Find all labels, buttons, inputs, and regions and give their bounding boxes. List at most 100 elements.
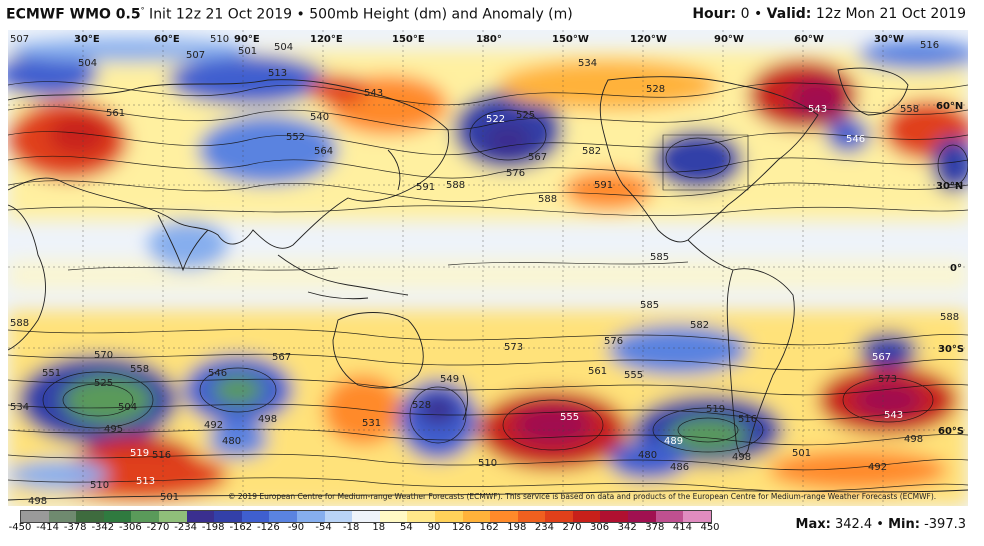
contour-label: 507 bbox=[10, 34, 29, 45]
contour-label: 528 bbox=[646, 84, 665, 95]
contour-label: 510 bbox=[210, 34, 229, 45]
colorbar-tick-label: -90 bbox=[287, 522, 305, 533]
contour-label: 591 bbox=[416, 182, 435, 193]
contour-label: 498 bbox=[732, 452, 751, 463]
contour-label: 534 bbox=[578, 58, 597, 69]
contour-label: 546 bbox=[846, 134, 865, 145]
contour-label: 507 bbox=[186, 50, 205, 61]
colorbar-segment bbox=[296, 511, 325, 522]
colorbar-tick-label: 234 bbox=[534, 522, 554, 533]
contour-label: 498 bbox=[28, 496, 47, 506]
contour-label: 543 bbox=[884, 410, 903, 421]
contour-label: 582 bbox=[582, 146, 601, 157]
contour-labels: 507 504 507 510 501 504 513 534 543 540 … bbox=[10, 34, 959, 506]
min-label: Min: bbox=[888, 517, 920, 532]
contour-label: 567 bbox=[272, 352, 291, 363]
colorbar-tick-label: 54 bbox=[400, 522, 413, 533]
contour-label: 480 bbox=[222, 436, 241, 447]
contour-label: 588 bbox=[446, 180, 465, 191]
contour-label: 495 bbox=[104, 424, 123, 435]
colorbar-ticks: -450 -414 -378 -342 -306 -270 -234 -198 -162 -126… bbox=[8, 522, 720, 536]
contour-label: 498 bbox=[258, 414, 277, 425]
colorbar-segment bbox=[407, 511, 435, 522]
contour-label: 558 bbox=[130, 364, 149, 375]
colorbar-segment bbox=[214, 511, 242, 522]
contour-label: 555 bbox=[624, 370, 643, 381]
colorbar-tick-label: -162 bbox=[229, 522, 253, 533]
colorbar-segment bbox=[379, 511, 408, 522]
contour-label: 510 bbox=[90, 480, 109, 491]
contour-label: 561 bbox=[106, 108, 125, 119]
contour-label: 510 bbox=[478, 458, 497, 469]
colorbar-segment bbox=[158, 511, 187, 522]
contour-label: 567 bbox=[872, 352, 891, 363]
model-name: ECMWF WMO 0.5 bbox=[6, 6, 141, 23]
graticule bbox=[8, 30, 968, 506]
colorbar-tick-label: -126 bbox=[257, 522, 280, 533]
contour-label: 492 bbox=[204, 420, 223, 431]
contour-label: 570 bbox=[94, 350, 113, 361]
colorbar-segment bbox=[352, 511, 380, 522]
contour-label: 543 bbox=[364, 88, 383, 99]
height-contours bbox=[8, 81, 968, 492]
colorbar-tick-label: 126 bbox=[452, 522, 472, 533]
lon-label: 30°W bbox=[874, 34, 904, 45]
longitude-labels: 30°E 60°E 90°E 120°E 150°E 180° 150°W 12… bbox=[74, 34, 904, 45]
lon-label: 30°E bbox=[74, 34, 100, 45]
weather-map[interactable]: 30°E 60°E 90°E 120°E 150°E 180° 150°W 12… bbox=[8, 30, 968, 506]
contour-label: 588 bbox=[940, 312, 959, 323]
contour-label: 519 bbox=[706, 404, 725, 415]
colorbar-segment bbox=[324, 511, 353, 522]
contour-label: 558 bbox=[900, 104, 919, 115]
lat-label: 30°S bbox=[938, 344, 964, 355]
contour-label: 498 bbox=[904, 434, 923, 445]
copyright-notice: © 2019 European Centre for Medium-range … bbox=[228, 492, 937, 501]
lon-label: 120°W bbox=[630, 34, 667, 45]
lon-label: 60°E bbox=[154, 34, 180, 45]
contour-label: 591 bbox=[594, 180, 613, 191]
colorbar-segment bbox=[434, 511, 463, 522]
contour-label: 480 bbox=[638, 450, 657, 461]
colorbar-tick-label: 306 bbox=[590, 522, 610, 533]
contour-label: 528 bbox=[412, 400, 431, 411]
contour-label: 567 bbox=[528, 152, 547, 163]
lat-label: 60°S bbox=[938, 426, 964, 437]
chart-title: ECMWF WMO 0.5° Init 12z 21 Oct 2019 • 50… bbox=[6, 6, 573, 23]
colorbar-tick-label: -414 bbox=[36, 522, 59, 533]
init-text: Init 12z 21 Oct 2019 • 500mb Height (dm)… bbox=[144, 6, 573, 23]
colorbar-tick-label: 270 bbox=[562, 522, 582, 533]
lon-label: 60°W bbox=[794, 34, 824, 45]
coastlines bbox=[8, 67, 968, 501]
contour-label: 513 bbox=[136, 476, 155, 487]
max-min-stats: Max: 342.4 • Min: -397.3 bbox=[796, 517, 966, 532]
colorbar-segment bbox=[655, 511, 684, 522]
colorbar-tick-label: -270 bbox=[146, 522, 170, 533]
contour-label: 576 bbox=[506, 168, 525, 179]
valid-value: 12z Mon 21 Oct 2019 bbox=[811, 6, 966, 22]
map-canvas: 30°E 60°E 90°E 120°E 150°E 180° 150°W 12… bbox=[8, 30, 968, 506]
contour-label: 525 bbox=[94, 378, 113, 389]
contour-label: 549 bbox=[440, 374, 459, 385]
colorbar-tick-label: 342 bbox=[617, 522, 637, 533]
colorbar-segment bbox=[269, 511, 297, 522]
contour-label: 516 bbox=[738, 414, 757, 425]
contour-label: 492 bbox=[868, 462, 887, 473]
colorbar-segment bbox=[48, 511, 77, 522]
hour-label: Hour: bbox=[692, 6, 737, 22]
contour-label: 585 bbox=[640, 300, 659, 311]
latitude-labels: 60°N 30°N 0° 30°S 60°S bbox=[936, 101, 964, 437]
lat-label: 60°N bbox=[936, 101, 963, 112]
degree-symbol: ° bbox=[140, 6, 145, 15]
colorbar-tick-label: 90 bbox=[427, 522, 441, 533]
lon-label: 180° bbox=[476, 34, 502, 45]
colorbar-tick-label: 450 bbox=[700, 522, 720, 533]
lon-label: 150°W bbox=[552, 34, 589, 45]
colorbar-segment bbox=[21, 511, 49, 522]
colorbar-tick-label: -18 bbox=[343, 522, 360, 533]
lon-label: 90°W bbox=[714, 34, 744, 45]
colorbar-segment bbox=[490, 511, 518, 522]
contour-label: 489 bbox=[664, 436, 683, 447]
colorbar-tick-label: 378 bbox=[645, 522, 665, 533]
anomaly-colorbar bbox=[20, 510, 712, 523]
contour-label: 573 bbox=[504, 342, 523, 353]
